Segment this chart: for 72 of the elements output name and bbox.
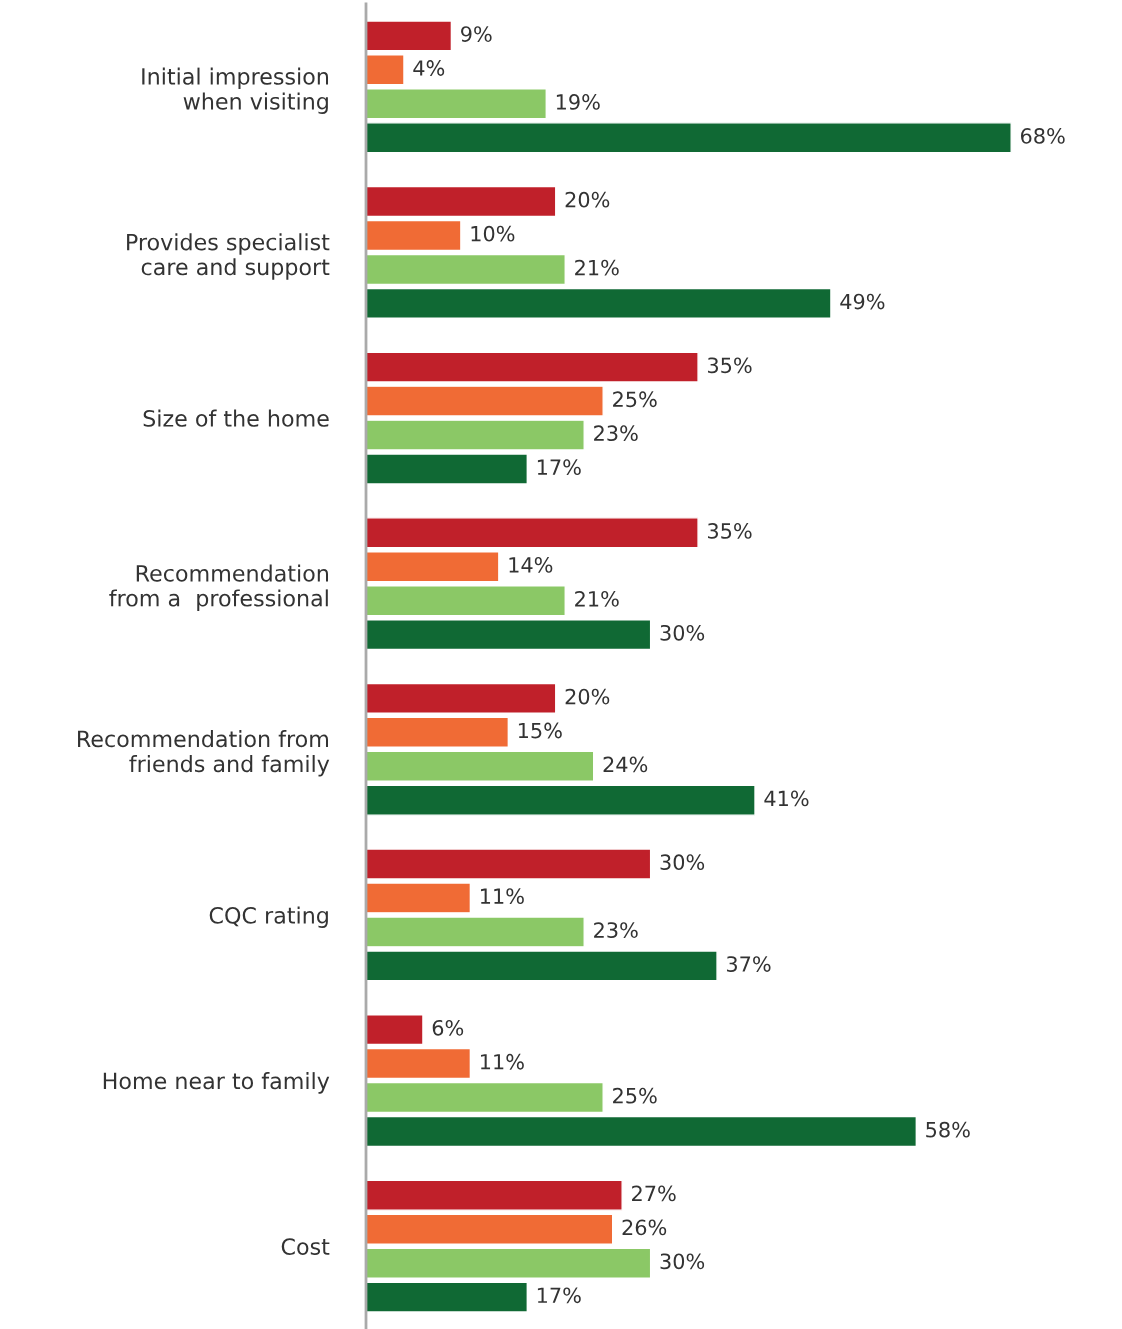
data-label: 20% bbox=[565, 688, 610, 705]
bar bbox=[366, 20, 453, 52]
bar bbox=[366, 950, 718, 982]
bar bbox=[366, 1115, 918, 1148]
data-label: 9% bbox=[461, 26, 492, 42]
bar bbox=[366, 1247, 652, 1279]
bar bbox=[366, 1213, 614, 1245]
bar bbox=[366, 185, 557, 218]
bar bbox=[366, 1281, 528, 1313]
data-label: 27% bbox=[632, 1185, 676, 1202]
data-label: 19% bbox=[556, 94, 600, 110]
data-label: 21% bbox=[575, 259, 619, 276]
data-label: 23% bbox=[594, 425, 638, 442]
bar bbox=[366, 848, 652, 880]
data-label: 24% bbox=[603, 756, 648, 773]
data-label: 68% bbox=[1020, 128, 1065, 144]
data-label: 10% bbox=[471, 225, 515, 242]
y-tick-label: Provides specialist care and support bbox=[127, 233, 330, 280]
bar bbox=[366, 351, 699, 383]
y-tick-label: Cost bbox=[281, 1238, 330, 1255]
data-label: 35% bbox=[708, 523, 752, 539]
data-label: 4% bbox=[413, 60, 445, 76]
data-label: 35% bbox=[708, 357, 752, 374]
bar bbox=[366, 253, 566, 286]
y-tick-label: CQC rating bbox=[209, 906, 328, 928]
data-label: 23% bbox=[594, 922, 638, 938]
bar bbox=[366, 385, 604, 417]
data-label: 25% bbox=[613, 1087, 657, 1104]
bar bbox=[366, 54, 405, 86]
y-tick-label: Home near to family bbox=[103, 1072, 330, 1094]
data-label: 30% bbox=[660, 854, 705, 871]
bar bbox=[366, 88, 547, 120]
y-tick-label: Size of the home bbox=[143, 409, 329, 427]
data-label: 15% bbox=[518, 722, 562, 739]
y-tick-label: Recommendation from friends and family bbox=[78, 730, 330, 777]
data-label: 37% bbox=[726, 956, 771, 972]
bar bbox=[366, 585, 566, 617]
y-tick-label: Initial impression when visiting bbox=[142, 67, 329, 115]
bar bbox=[366, 1047, 472, 1080]
bar bbox=[366, 784, 756, 816]
bar bbox=[366, 287, 832, 319]
data-label: 11% bbox=[480, 888, 524, 905]
data-label: 25% bbox=[613, 391, 657, 408]
y-tick-label: Recommendation from a professional bbox=[109, 564, 328, 611]
bar bbox=[366, 419, 585, 451]
data-label: 14% bbox=[509, 557, 553, 573]
bar bbox=[366, 122, 1012, 154]
data-label: 58% bbox=[926, 1121, 970, 1138]
bar bbox=[366, 517, 699, 549]
bar bbox=[366, 1014, 424, 1046]
data-label: 49% bbox=[840, 293, 885, 310]
bar bbox=[366, 1081, 604, 1114]
bar bbox=[366, 1179, 623, 1211]
bar bbox=[366, 750, 595, 782]
data-label: 26% bbox=[622, 1219, 667, 1236]
bar bbox=[366, 551, 500, 583]
data-label: 30% bbox=[660, 1253, 705, 1270]
bar bbox=[366, 619, 652, 651]
data-label: 6% bbox=[432, 1019, 464, 1036]
data-label: 11% bbox=[480, 1053, 524, 1070]
data-label: 41% bbox=[764, 790, 809, 807]
data-label: 17% bbox=[537, 1287, 581, 1304]
bar bbox=[366, 453, 528, 485]
data-label: 30% bbox=[660, 624, 705, 641]
bar bbox=[366, 716, 510, 748]
bar bbox=[366, 882, 472, 914]
data-label: 20% bbox=[565, 191, 610, 208]
bar bbox=[366, 916, 585, 948]
data-label: 17% bbox=[537, 459, 581, 476]
bar bbox=[366, 682, 557, 714]
bar bbox=[366, 219, 462, 252]
data-label: 21% bbox=[575, 590, 619, 607]
